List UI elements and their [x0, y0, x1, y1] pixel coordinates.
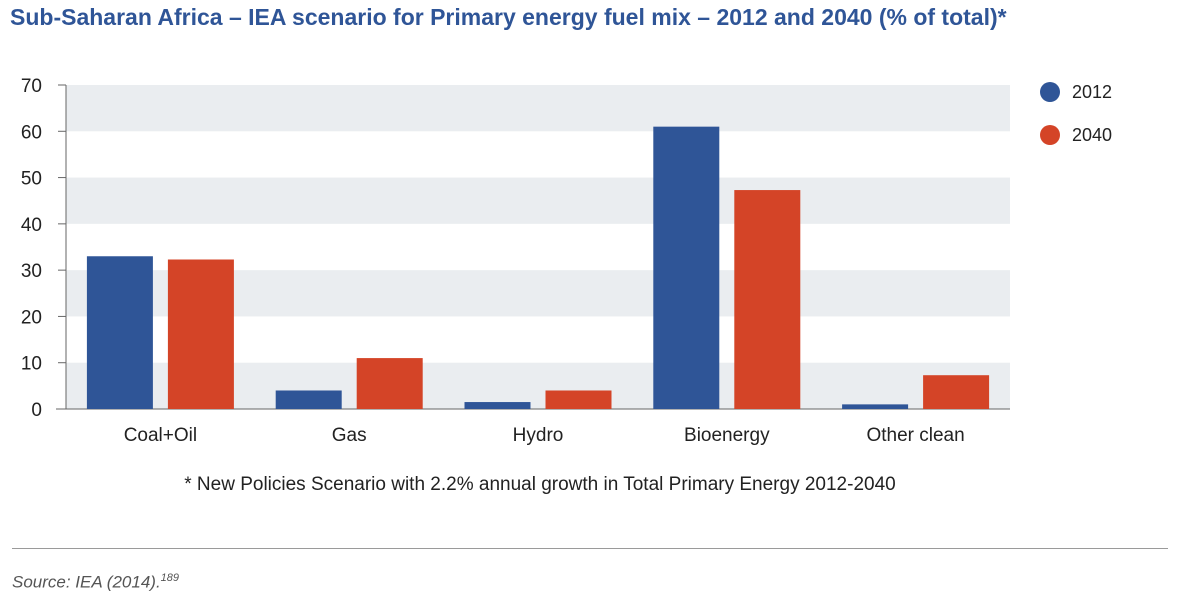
grid-band [66, 177, 1010, 224]
bar-2040-coal-oil [167, 259, 234, 409]
y-tick-label: 10 [21, 354, 42, 375]
source-note: Source: IEA (2014).189 [12, 572, 179, 593]
x-category-label: Other clean [866, 425, 964, 446]
grid-band [66, 85, 1010, 132]
divider [12, 548, 1168, 549]
y-tick-label: 70 [21, 76, 42, 97]
bar-chart: 0 10 20 30 40 50 60 70 Coal+Oil Gas Hydro Bioenerg… [21, 76, 1112, 446]
y-axis-ticks: 0 10 20 30 40 50 60 70 [21, 76, 66, 421]
bar-2040-hydro [545, 390, 612, 409]
bar-2012-hydro [464, 402, 531, 409]
legend-swatch-2040 [1040, 125, 1060, 145]
bar-2040-other-clean [923, 375, 990, 409]
legend-label-2040: 2040 [1072, 125, 1112, 145]
y-tick-label: 0 [31, 400, 42, 421]
legend-swatch-2012 [1040, 82, 1060, 102]
bar-2012-bioenergy [653, 126, 720, 410]
grid-bands [66, 85, 1010, 409]
y-tick-label: 20 [21, 307, 42, 328]
legend-label-2012: 2012 [1072, 82, 1112, 102]
bars [86, 126, 990, 410]
source-text: Source: IEA (2014). [12, 572, 161, 592]
bar-2040-gas [356, 358, 423, 409]
x-category-label: Gas [332, 425, 367, 446]
x-category-label: Bioenergy [684, 425, 770, 446]
y-tick-label: 50 [21, 169, 42, 190]
source-footnote-ref: 189 [160, 572, 180, 584]
y-tick-label: 30 [21, 261, 42, 282]
x-category-label: Hydro [513, 425, 564, 446]
page-title: Sub-Saharan Africa – IEA scenario for Pr… [10, 4, 1007, 30]
bar-2012-gas [275, 390, 342, 409]
bar-2012-coal-oil [86, 256, 153, 409]
x-category-label: Coal+Oil [124, 425, 197, 446]
footnote: * New Policies Scenario with 2.2% annual… [184, 474, 896, 495]
legend: 2012 2040 [1040, 82, 1112, 145]
bar-2040-bioenergy [734, 190, 801, 409]
category-labels: Coal+Oil Gas Hydro Bioenergy Other clean [124, 425, 965, 446]
bar-2012-other-clean [842, 404, 909, 409]
y-tick-label: 40 [21, 215, 42, 236]
y-tick-label: 60 [21, 122, 42, 143]
